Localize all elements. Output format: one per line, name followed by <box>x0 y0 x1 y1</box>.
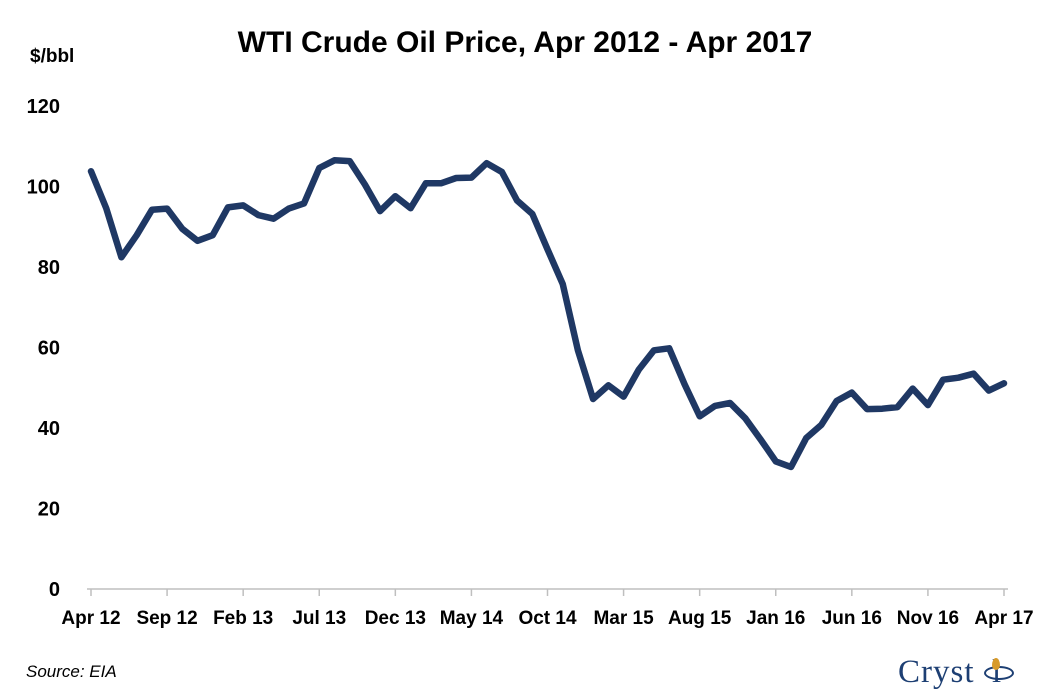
y-tick-label: 0 <box>49 579 60 601</box>
y-tick-label: 20 <box>38 499 60 521</box>
x-tick-label: Feb 13 <box>213 608 273 629</box>
y-tick-label: 40 <box>38 418 60 440</box>
y-axis-unit-label: $/bbl <box>30 46 75 67</box>
series-lines <box>87 157 1008 471</box>
x-axis <box>87 588 1008 596</box>
x-tick-labels: Apr 12 Sep 12 Feb 13 Jul 13 Dec 13 May 14 Oct … <box>61 608 1033 629</box>
x-tick-label: Dec 13 <box>365 608 426 629</box>
x-tick-label: Jul 13 <box>292 608 346 629</box>
x-tick-label: Apr 12 <box>61 608 120 629</box>
x-tick-label: Jan 16 <box>746 608 805 629</box>
y-tick-label: 120 <box>27 96 60 118</box>
crystol-logo: Crystol <box>898 654 1038 690</box>
x-tick-label: Oct 14 <box>518 608 577 629</box>
x-tick-label: Jun 16 <box>822 608 882 629</box>
y-tick-labels: 0 20 40 60 80 100 120 <box>27 96 60 601</box>
x-tick-label: Nov 16 <box>897 608 959 629</box>
logo-oil-drop-icon <box>992 658 1000 670</box>
y-tick-label: 60 <box>38 338 60 360</box>
source-note: Source: EIA <box>26 662 117 681</box>
series-line <box>87 157 1008 471</box>
y-tick-label: 80 <box>38 257 60 279</box>
y-tick-label: 100 <box>27 177 60 199</box>
x-tick-label: Apr 17 <box>974 608 1033 629</box>
chart-title: WTI Crude Oil Price, Apr 2012 - Apr 2017 <box>237 26 813 59</box>
x-tick-label: Sep 12 <box>136 608 197 629</box>
x-tick-label: Mar 15 <box>593 608 654 629</box>
x-tick-label: Aug 15 <box>668 608 732 629</box>
x-tick-label: May 14 <box>440 608 504 629</box>
